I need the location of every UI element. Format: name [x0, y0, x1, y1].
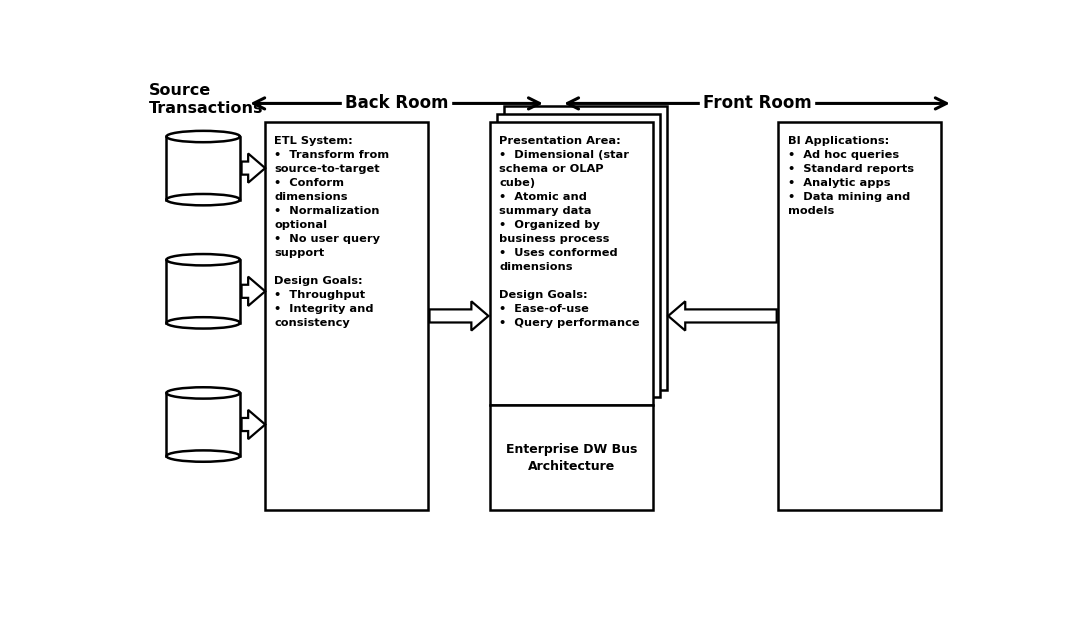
- Bar: [166, 260, 240, 323]
- Bar: [504, 106, 666, 390]
- Ellipse shape: [166, 387, 240, 399]
- Ellipse shape: [166, 451, 240, 462]
- Bar: [490, 122, 652, 405]
- Text: Source
Transactions: Source Transactions: [149, 83, 264, 116]
- Text: Back Room: Back Room: [345, 95, 448, 112]
- Text: Enterprise DW Bus
Architecture: Enterprise DW Bus Architecture: [505, 442, 637, 473]
- Ellipse shape: [166, 194, 240, 205]
- Text: Presentation Area:
•  Dimensional (star
schema or OLAP
cube)
•  Atomic and
summa: Presentation Area: • Dimensional (star s…: [499, 136, 639, 328]
- Ellipse shape: [166, 254, 240, 265]
- Bar: [166, 137, 240, 200]
- Polygon shape: [242, 410, 266, 439]
- Bar: [779, 122, 941, 510]
- Ellipse shape: [166, 131, 240, 142]
- Text: ETL System:
•  Transform from
source-to-target
•  Conform
dimensions
•  Normaliz: ETL System: • Transform from source-to-t…: [274, 136, 390, 328]
- Text: BI Applications:
•  Ad hoc queries
•  Standard reports
•  Analytic apps
•  Data : BI Applications: • Ad hoc queries • Stan…: [787, 136, 914, 216]
- Ellipse shape: [166, 317, 240, 329]
- Bar: [497, 114, 660, 397]
- Polygon shape: [242, 153, 266, 183]
- Bar: [266, 122, 428, 510]
- Polygon shape: [669, 302, 777, 331]
- Polygon shape: [430, 302, 488, 331]
- Polygon shape: [242, 277, 266, 306]
- Bar: [490, 405, 652, 510]
- Bar: [166, 393, 240, 456]
- Text: Front Room: Front Room: [703, 95, 811, 112]
